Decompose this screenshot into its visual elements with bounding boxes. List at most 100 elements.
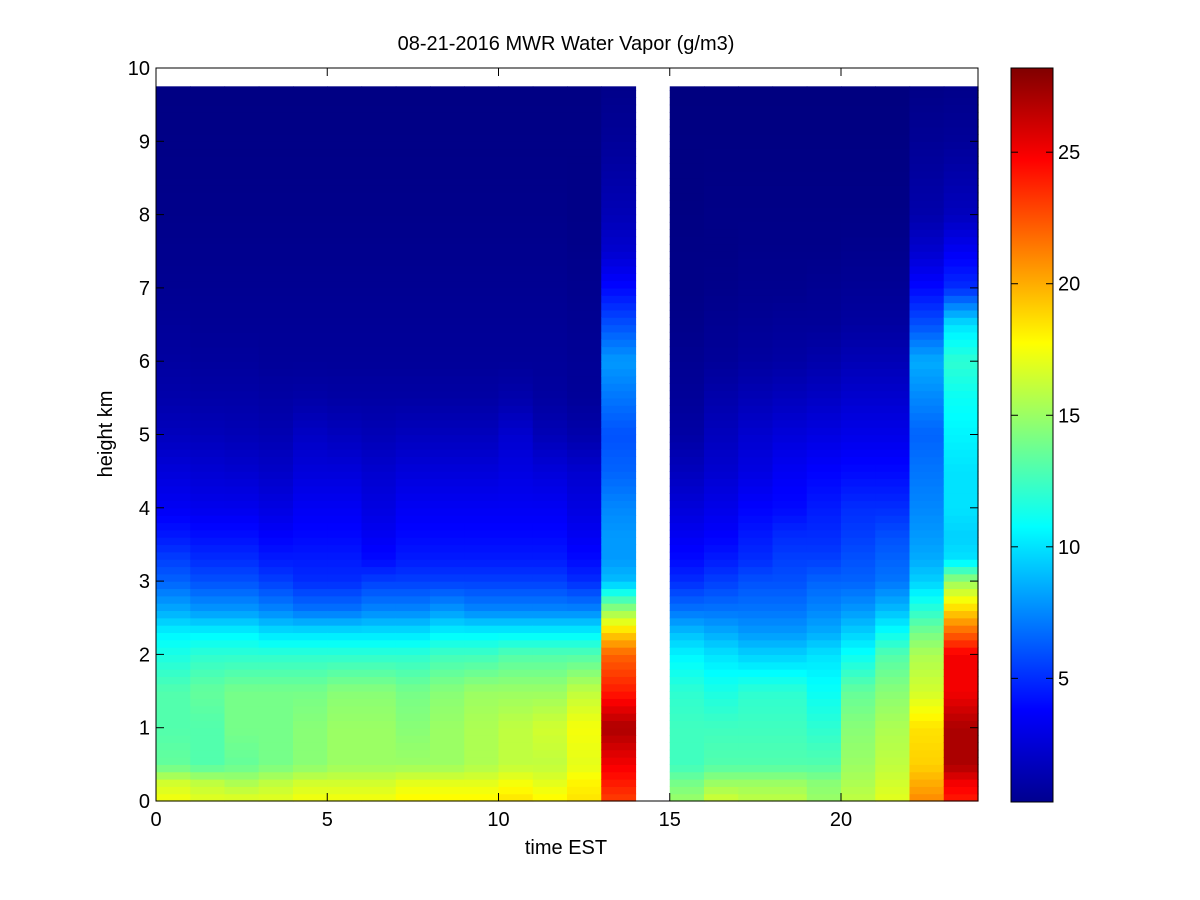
heatmap-cell: [567, 647, 602, 655]
heatmap-cell: [943, 493, 979, 502]
heatmap-cell: [498, 463, 534, 472]
heatmap-cell: [909, 273, 945, 282]
heatmap-cell: [156, 793, 191, 802]
heatmap-cell: [532, 434, 568, 443]
heatmap-cell: [806, 764, 842, 773]
heatmap-cell: [327, 265, 363, 274]
heatmap-cell: [943, 368, 979, 377]
heatmap-cell: [772, 500, 808, 509]
heatmap-cell: [943, 485, 979, 494]
heatmap-cell: [293, 361, 328, 370]
heatmap-cell: [430, 86, 465, 91]
heatmap-cell: [669, 566, 705, 575]
heatmap-cell: [567, 639, 602, 648]
heatmap-cell: [875, 441, 911, 450]
heatmap-cell: [772, 793, 808, 802]
heatmap-cell: [190, 485, 226, 494]
heatmap-cell: [190, 610, 226, 619]
heatmap-cell: [875, 566, 911, 575]
heatmap-cell: [156, 617, 191, 626]
heatmap-cell: [841, 698, 876, 707]
heatmap-cell: [156, 273, 191, 282]
heatmap-cell: [567, 551, 602, 560]
heatmap-cell: [156, 537, 191, 546]
heatmap-cell: [258, 551, 294, 560]
heatmap-cell: [190, 441, 226, 450]
heatmap-cell: [669, 559, 705, 568]
heatmap-cell: [293, 449, 328, 458]
heatmap-cell: [190, 720, 226, 729]
heatmap-cell: [738, 507, 774, 516]
heatmap-cell: [293, 698, 328, 707]
heatmap-cell: [909, 698, 945, 707]
heatmap-cell: [567, 749, 602, 758]
heatmap-cell: [875, 375, 911, 384]
heatmap-cell: [772, 632, 808, 641]
x-tick-label: 10: [487, 809, 509, 831]
heatmap-cell: [601, 544, 637, 553]
heatmap-cell: [532, 170, 568, 179]
heatmap-cell: [532, 207, 568, 216]
heatmap-cell: [909, 419, 945, 428]
heatmap-cell: [395, 207, 431, 216]
heatmap-cell: [738, 720, 774, 729]
heatmap-cell: [498, 449, 534, 458]
heatmap-cell: [567, 97, 602, 106]
heatmap-cell: [669, 280, 705, 289]
heatmap-cell: [395, 280, 431, 289]
heatmap-cell: [190, 632, 226, 641]
heatmap-cell: [806, 478, 842, 487]
heatmap-cell: [293, 529, 328, 538]
heatmap-cell: [532, 661, 568, 670]
heatmap-cell: [875, 647, 911, 655]
heatmap-cell: [532, 617, 568, 626]
heatmap-cell: [430, 537, 465, 546]
heatmap-cell: [841, 302, 876, 311]
heatmap-cell: [909, 236, 945, 245]
heatmap-cell: [498, 771, 534, 780]
heatmap-cell: [498, 86, 534, 91]
heatmap-cell: [156, 236, 191, 245]
heatmap-cell: [738, 361, 774, 370]
heatmap-cell: [738, 295, 774, 304]
heatmap-cell: [841, 258, 876, 267]
heatmap-cell: [156, 163, 191, 172]
heatmap-cell: [258, 331, 294, 340]
heatmap-cell: [293, 632, 328, 641]
heatmap-cell: [156, 463, 191, 472]
heatmap-cell: [841, 661, 876, 670]
heatmap-cell: [190, 669, 226, 677]
heatmap-cell: [190, 133, 226, 142]
heatmap-cell: [738, 265, 774, 274]
heatmap-cell: [464, 346, 500, 355]
heatmap-cell: [224, 265, 260, 274]
heatmap-cell: [498, 559, 534, 568]
heatmap-cell: [430, 280, 465, 289]
heatmap-cell: [909, 617, 945, 626]
heatmap-cell: [156, 243, 191, 252]
heatmap-cell: [841, 559, 876, 568]
heatmap-cell: [567, 529, 602, 538]
heatmap-cell: [601, 192, 637, 201]
heatmap-cell: [669, 353, 705, 362]
heatmap-cell: [875, 324, 911, 333]
heatmap-cell: [943, 529, 979, 538]
heatmap-cell: [567, 331, 602, 340]
heatmap-cell: [258, 603, 294, 612]
heatmap-cell: [669, 647, 705, 655]
heatmap-cell: [258, 89, 294, 98]
heatmap-cell: [258, 177, 294, 186]
heatmap-cell: [669, 727, 705, 736]
heatmap-cell: [532, 331, 568, 340]
heatmap-cell: [224, 119, 260, 128]
heatmap-cell: [293, 471, 328, 480]
heatmap-cell: [293, 742, 328, 751]
heatmap-cell: [224, 610, 260, 619]
heatmap-cell: [532, 500, 568, 509]
heatmap-cell: [532, 309, 568, 318]
heatmap-cell: [943, 507, 979, 516]
heatmap-cell: [395, 698, 431, 707]
heatmap-cell: [772, 390, 808, 399]
heatmap-cell: [772, 280, 808, 289]
heatmap-cell: [156, 705, 191, 714]
